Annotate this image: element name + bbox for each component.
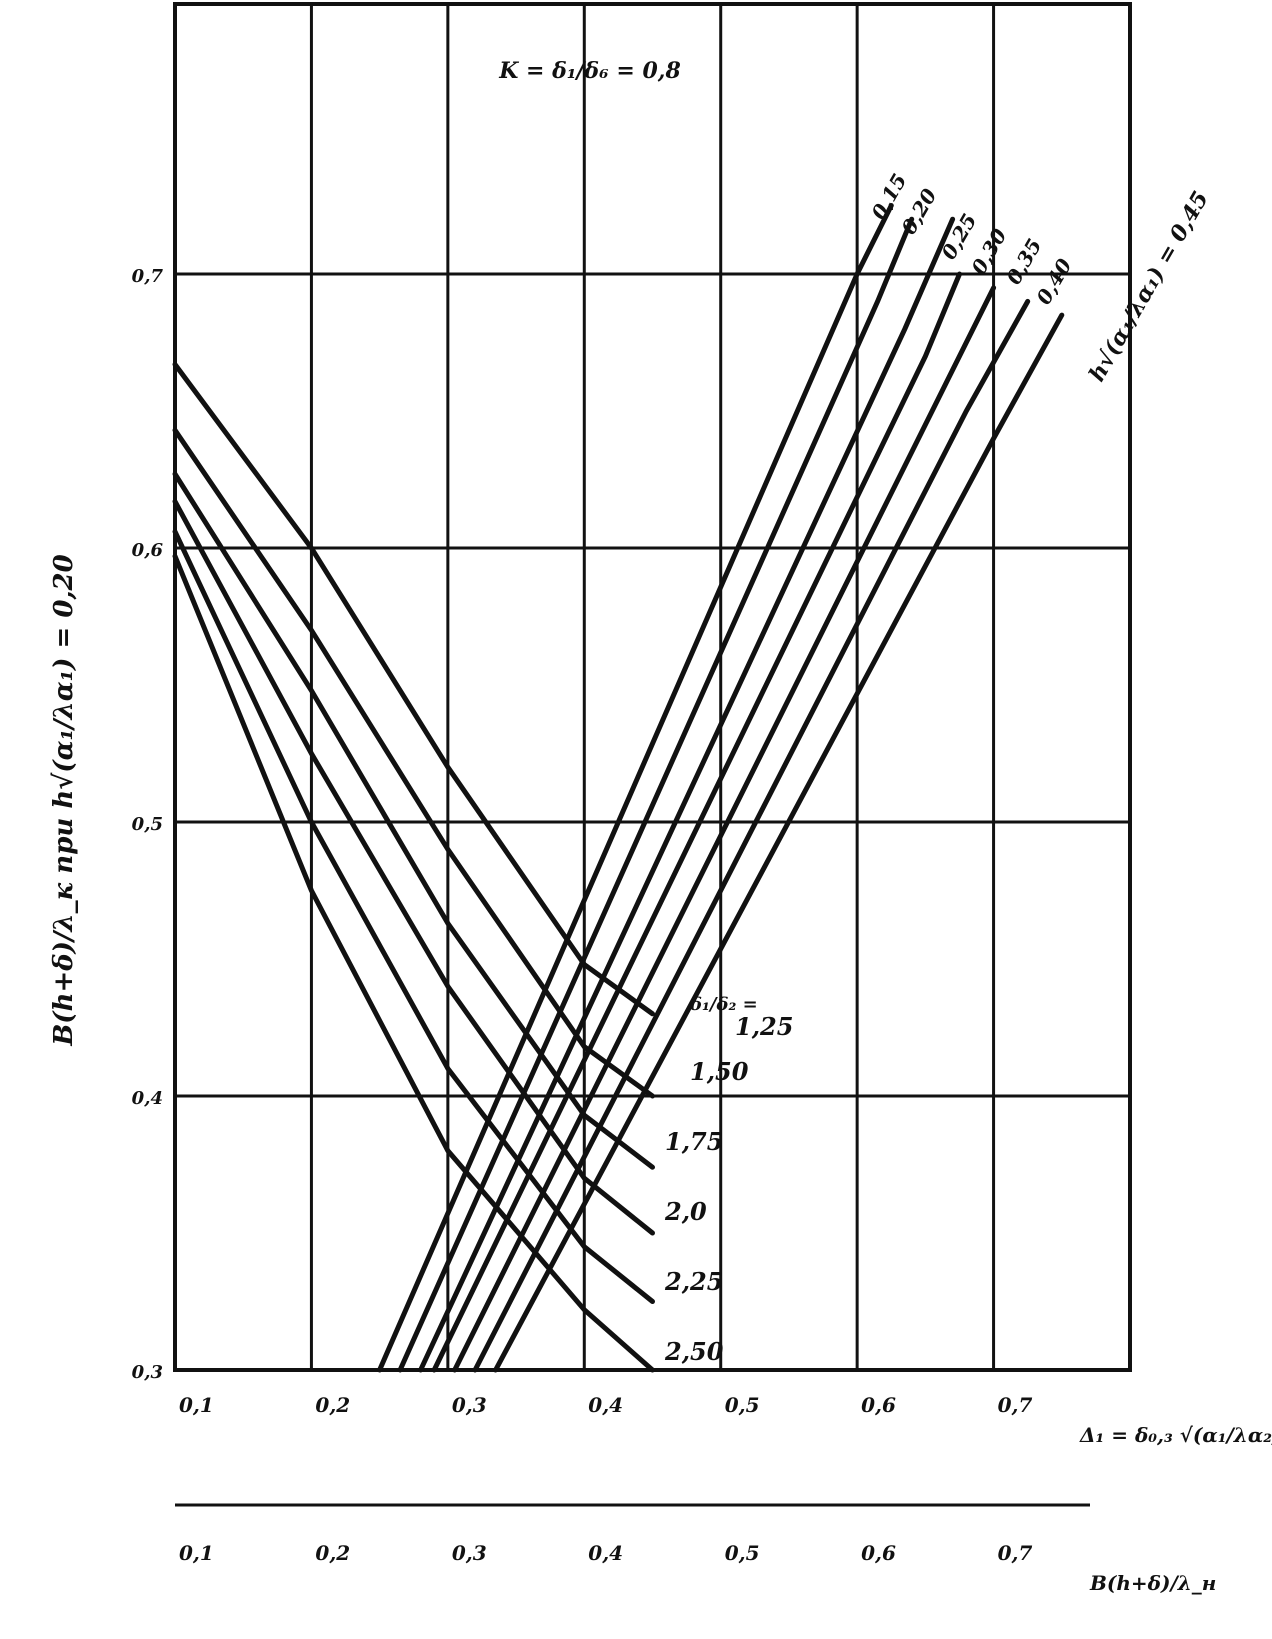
ticks: 0,1 0,2 0,3 0,4 0,5 0,6 0,7 0,1 0,2 0,3 0,4 0,5 0,6 0… xyxy=(132,266,1033,1565)
descending-curve-1-75 xyxy=(172,471,655,1170)
y-tick-label: 0,3 xyxy=(132,1362,163,1383)
x-tick-label-secondary: 0,7 xyxy=(998,1541,1033,1565)
x-tick-label-secondary: 0,1 xyxy=(179,1541,214,1565)
descending-curve-1-25 xyxy=(172,361,655,1017)
ascending-curve-label: 0,40 xyxy=(1031,254,1076,308)
ascending-curve-0-45 xyxy=(493,312,1065,1373)
descending-curve-label: 2,0 xyxy=(664,1197,707,1226)
descending-curve-2-0 xyxy=(172,498,655,1236)
ascending-curve-0-30 xyxy=(431,271,962,1373)
descending-curve-2-25 xyxy=(172,529,655,1304)
y-axis-label: B(h+δ)/λ_к при h√(α₁/λα₁) = 0,20 xyxy=(49,554,79,1046)
x-tick-label-secondary: 0,2 xyxy=(315,1541,350,1565)
chart-title: K = δ₁/δ₆ = 0,8 xyxy=(498,58,681,84)
x-tick-label: 0,7 xyxy=(998,1393,1033,1417)
ascending-curve-0-25 xyxy=(418,216,956,1373)
descending-curve-label: 2,25 xyxy=(664,1267,723,1296)
descending-curve-label: 1,75 xyxy=(665,1127,723,1156)
x-tick-label: 0,2 xyxy=(315,1393,350,1417)
x-tick-label: 0,3 xyxy=(452,1393,487,1417)
descending-parameter-label: δ₁/δ₂ = xyxy=(689,994,758,1015)
descending-curve-label: 1,25 xyxy=(735,1012,793,1041)
x-tick-label-secondary: 0,5 xyxy=(725,1541,760,1565)
x-tick-label-secondary: 0,6 xyxy=(861,1541,896,1565)
y-tick-label: 0,6 xyxy=(132,540,164,561)
y-tick-label: 0,5 xyxy=(132,814,163,835)
ascending-curve-0-40 xyxy=(472,298,1031,1373)
ascending-curve-0-20 xyxy=(397,216,915,1373)
descending-curve-label: 1,50 xyxy=(690,1057,749,1086)
x-tick-label: 0,6 xyxy=(861,1393,896,1417)
x-tick-label: 0,1 xyxy=(179,1393,214,1417)
ascending-curve-0-15 xyxy=(377,203,894,1373)
descending-curve-1-50 xyxy=(172,427,655,1099)
x-tick-label: 0,5 xyxy=(725,1393,760,1417)
grid xyxy=(173,2,1132,1507)
y-tick-label: 0,4 xyxy=(132,1088,163,1109)
ascending-curve-0-35 xyxy=(452,285,997,1373)
x-axis-label-main: Δ₁ = δ₀,₃ √(α₁/λα₂) xyxy=(1079,1423,1272,1447)
descending-curve-label: 2,50 xyxy=(664,1337,724,1366)
x-tick-label: 0,4 xyxy=(588,1393,623,1417)
descending-curve-2-50 xyxy=(172,553,655,1373)
x-axis-label-secondary: B(h+δ)/λ_н xyxy=(1089,1571,1216,1595)
x-tick-label-secondary: 0,3 xyxy=(452,1541,487,1565)
curves xyxy=(172,203,1065,1373)
x-tick-label-secondary: 0,4 xyxy=(588,1541,623,1565)
ascending-parameter-label: h√(α₁/λα₁) = 0,45 xyxy=(1084,187,1214,386)
y-tick-label: 0,7 xyxy=(132,266,164,287)
